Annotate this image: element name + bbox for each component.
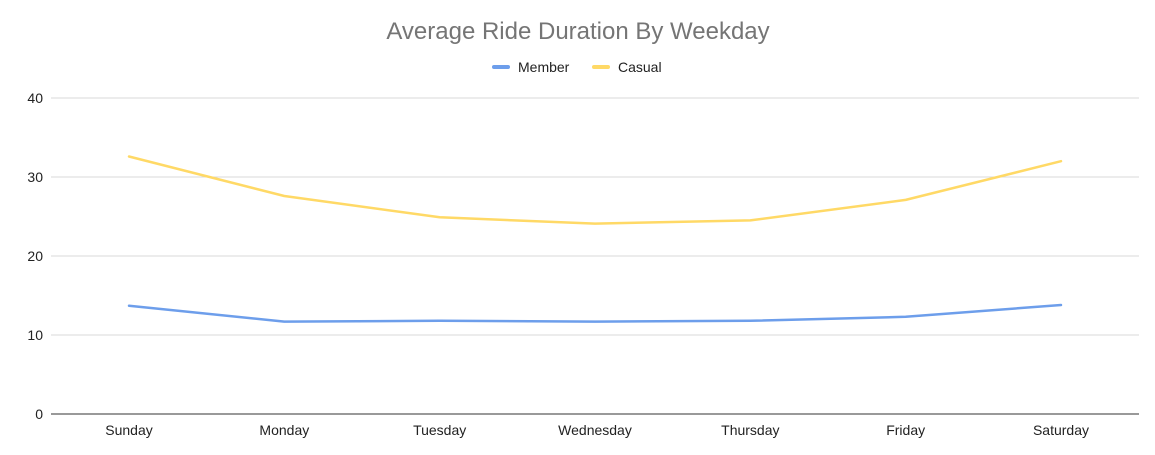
y-tick-label: 40 — [27, 90, 43, 106]
x-tick-label: Saturday — [1033, 422, 1089, 438]
gridlines — [51, 97, 1139, 336]
y-tick-label: 20 — [27, 248, 43, 264]
x-tick-label: Tuesday — [413, 422, 466, 438]
series-lines — [127, 155, 1063, 323]
x-tick-label: Friday — [886, 422, 925, 438]
x-tick-label: Monday — [259, 422, 309, 438]
y-tick-label: 10 — [27, 327, 43, 343]
series-line-casual — [127, 155, 1063, 225]
x-tick-label: Sunday — [105, 422, 152, 438]
legend-label-member: Member — [518, 59, 570, 75]
chart-title: Average Ride Duration By Weekday — [386, 18, 769, 45]
x-tick-label: Wednesday — [558, 422, 632, 438]
y-tick-label: 0 — [35, 406, 43, 422]
y-tick-label: 30 — [27, 169, 43, 185]
x-tick-label: Thursday — [721, 422, 779, 438]
legend-label-casual: Casual — [618, 59, 662, 75]
series-line-member — [127, 303, 1063, 323]
x-axis-ticks: Sunday Monday Tuesday Wednesday Thursday Frid… — [105, 422, 1089, 438]
legend: Member Casual — [492, 59, 662, 75]
y-axis-ticks: 0 10 20 30 40 — [27, 90, 43, 422]
